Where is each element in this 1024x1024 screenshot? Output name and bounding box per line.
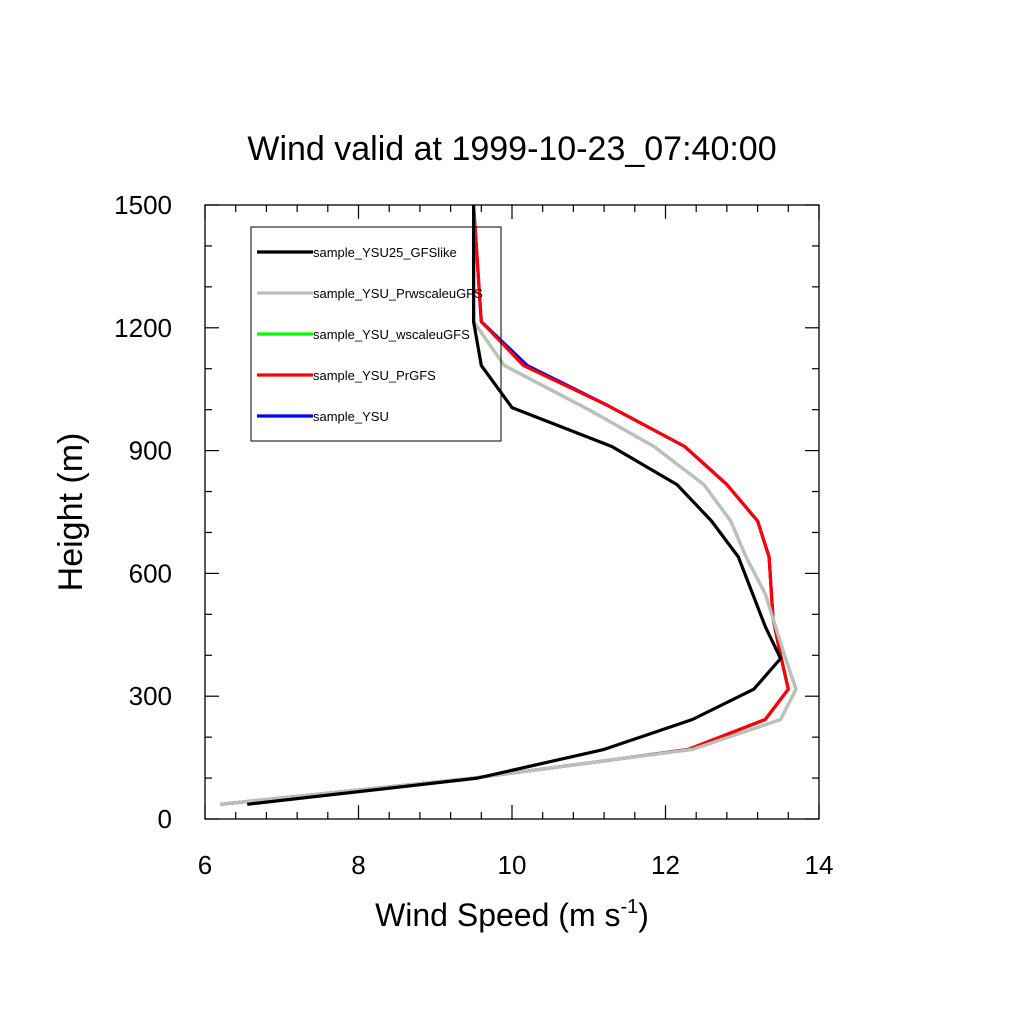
series-line-sample_YSU_PrwscaleuGFS [220, 205, 798, 806]
y-tick-label: 900 [129, 436, 172, 466]
y-tick-label: 1200 [114, 313, 172, 343]
x-tick-label: 8 [351, 850, 365, 880]
y-tick-label: 600 [129, 558, 172, 588]
legend-label: sample_YSU [313, 409, 389, 424]
legend-label: sample_YSU_PrGFS [313, 368, 436, 383]
y-tick-label: 1500 [114, 190, 172, 220]
x-axis-label: Wind Speed (m s-1) [375, 896, 649, 933]
legend-label: sample_YSU_wscaleuGFS [313, 327, 470, 342]
y-axis-label: Height (m) [52, 433, 90, 592]
x-tick-label: 6 [198, 850, 212, 880]
x-tick-label: 10 [498, 850, 527, 880]
legend-label: sample_YSU25_GFSlike [313, 245, 457, 260]
x-tick-label: 14 [805, 850, 834, 880]
y-tick-label: 300 [129, 681, 172, 711]
legend: sample_YSU25_GFSlike sample_YSU_Prwscaleu… [250, 226, 502, 442]
series-line-sample_YSU_wscaleuGFS [220, 205, 798, 806]
x-tick-label: 12 [651, 850, 680, 880]
chart-title: Wind valid at 1999-10-23_07:40:00 [247, 130, 776, 168]
legend-box [250, 226, 502, 442]
plot-frame [204, 204, 820, 820]
legend-label: sample_YSU_PrwscaleuGFS [313, 286, 483, 301]
series-line-sample_YSU25_GFSlike [247, 205, 783, 806]
y-tick-label: 0 [158, 804, 172, 834]
